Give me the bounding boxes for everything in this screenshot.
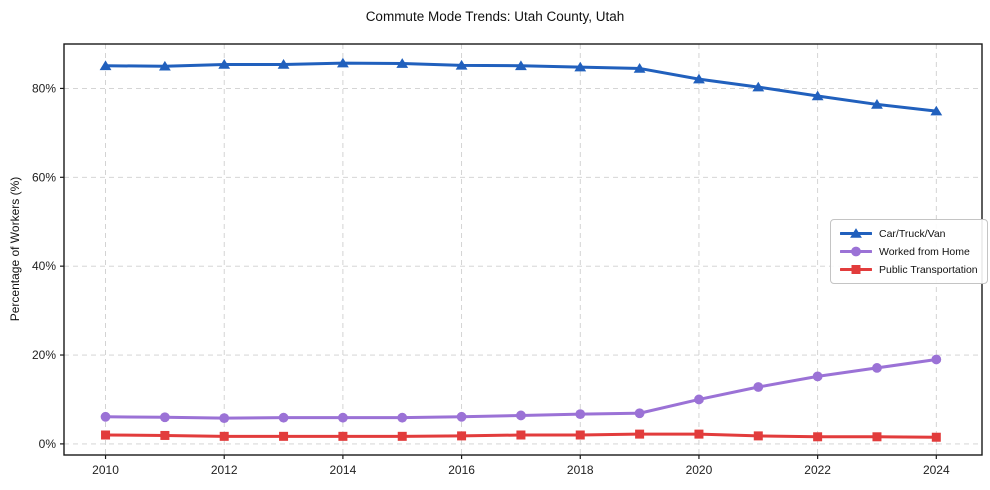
circle-marker-icon [694,394,704,405]
square-marker-icon [813,432,823,442]
circle-marker-icon [851,246,861,257]
square-marker-icon [338,431,348,441]
legend-item-worked-from-home: Worked from Home [840,245,978,258]
triangle-marker-icon [850,228,862,238]
legend-sample-triangle [840,228,872,238]
triangle-marker-icon [871,99,883,109]
x-tick-label: 2020 [686,463,713,477]
x-tick-label: 2010 [92,463,119,477]
circle-marker-icon [812,371,823,382]
circle-marker-icon [634,408,645,419]
legend-item-public-transportation: Public Transportation [840,263,978,276]
circle-marker-icon [753,382,764,392]
triangle-marker-icon [515,60,527,71]
series-car-truck-van [99,57,943,116]
circle-marker-icon [575,409,586,420]
circle-marker-icon [456,411,467,422]
triangle-marker-icon [455,59,468,70]
square-marker-icon [851,265,861,274]
square-marker-icon [872,432,882,442]
square-marker-icon [219,431,229,441]
square-marker-icon [101,430,111,440]
square-marker-icon [160,430,170,440]
legend-item-car-truck-van: Car/Truck/Van [840,227,978,240]
circle-marker-icon [338,412,348,423]
x-tick-label: 2022 [804,463,831,477]
x-tick-label: 2016 [448,463,475,477]
series-worked-from-home [100,354,942,424]
chart-title: Commute Mode Trends: Utah County, Utah [365,9,625,24]
square-marker-icon [279,431,289,441]
y-tick-label: 60% [32,170,56,184]
square-marker-icon [516,430,526,440]
triangle-marker-icon [158,60,171,71]
square-marker-icon [753,431,763,441]
legend-label: Public Transportation [879,263,978,276]
triangle-marker-icon [811,90,824,101]
triangle-marker-icon [930,105,943,116]
circle-marker-icon [159,412,170,423]
x-tick-label: 2018 [567,463,594,477]
triangle-marker-icon [277,59,290,69]
y-tick-label: 80% [32,81,56,95]
y-axis-label: Percentage of Workers (%) [8,176,22,322]
triangle-marker-icon [99,60,112,71]
square-marker-icon [931,432,941,442]
square-marker-icon [397,431,407,441]
triangle-marker-icon [218,59,231,69]
legend-sample-circle [840,246,872,257]
triangle-marker-icon [574,61,587,72]
circle-marker-icon [397,412,408,423]
x-tick-label: 2014 [330,463,357,477]
y-tick-label: 0% [39,437,57,451]
y-tick-label: 20% [32,348,56,362]
series-public-transportation [101,429,941,442]
y-tick-label: 40% [32,259,56,273]
triangle-marker-icon [396,58,409,68]
square-marker-icon [457,431,467,441]
x-tick-label: 2012 [211,463,238,477]
circle-marker-icon [516,410,526,421]
legend-sample-square [840,265,872,274]
legend-label: Worked from Home [879,245,970,258]
circle-marker-icon [931,354,942,365]
circle-marker-icon [219,413,230,424]
legend-label: Car/Truck/Van [879,227,946,240]
square-marker-icon [694,429,704,439]
square-marker-icon [635,429,645,439]
series-line-worked-from-home [104,357,938,420]
series-line-car-truck-van [104,61,938,113]
circle-marker-icon [872,363,882,373]
triangle-marker-icon [693,73,705,84]
triangle-marker-icon [752,81,765,92]
triangle-marker-icon [633,63,646,73]
circle-marker-icon [100,411,111,422]
x-tick-label: 2024 [923,463,950,477]
triangle-marker-icon [337,57,349,68]
legend: Car/Truck/Van Worked from Home Public Tran… [830,219,988,284]
square-marker-icon [575,430,585,440]
circle-marker-icon [278,412,289,423]
